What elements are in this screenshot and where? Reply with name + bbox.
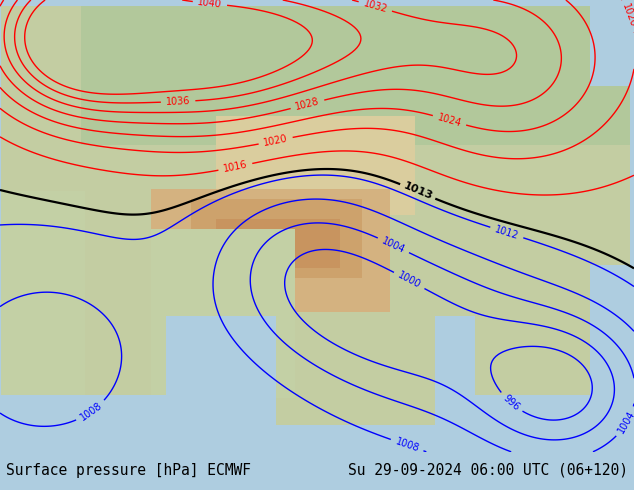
Text: 1036: 1036 (165, 96, 191, 107)
Text: 1008: 1008 (394, 437, 420, 454)
Text: Su 29-09-2024 06:00 UTC (06+120): Su 29-09-2024 06:00 UTC (06+120) (347, 463, 628, 478)
Text: 1012: 1012 (493, 224, 520, 241)
Text: 1024: 1024 (436, 112, 463, 128)
Text: 1016: 1016 (223, 160, 249, 174)
Text: 1020: 1020 (262, 133, 288, 148)
Text: 996: 996 (501, 393, 521, 413)
Text: Surface pressure [hPa] ECMWF: Surface pressure [hPa] ECMWF (6, 463, 251, 478)
Text: 1000: 1000 (396, 270, 422, 291)
Text: 1013: 1013 (401, 181, 434, 202)
Text: 1028: 1028 (294, 97, 321, 112)
Text: 1020: 1020 (620, 2, 634, 29)
Text: 1040: 1040 (197, 0, 223, 10)
Text: 1004: 1004 (616, 409, 634, 436)
Text: 1004: 1004 (380, 235, 406, 255)
Text: 1032: 1032 (362, 0, 389, 15)
Text: 1008: 1008 (78, 400, 104, 423)
